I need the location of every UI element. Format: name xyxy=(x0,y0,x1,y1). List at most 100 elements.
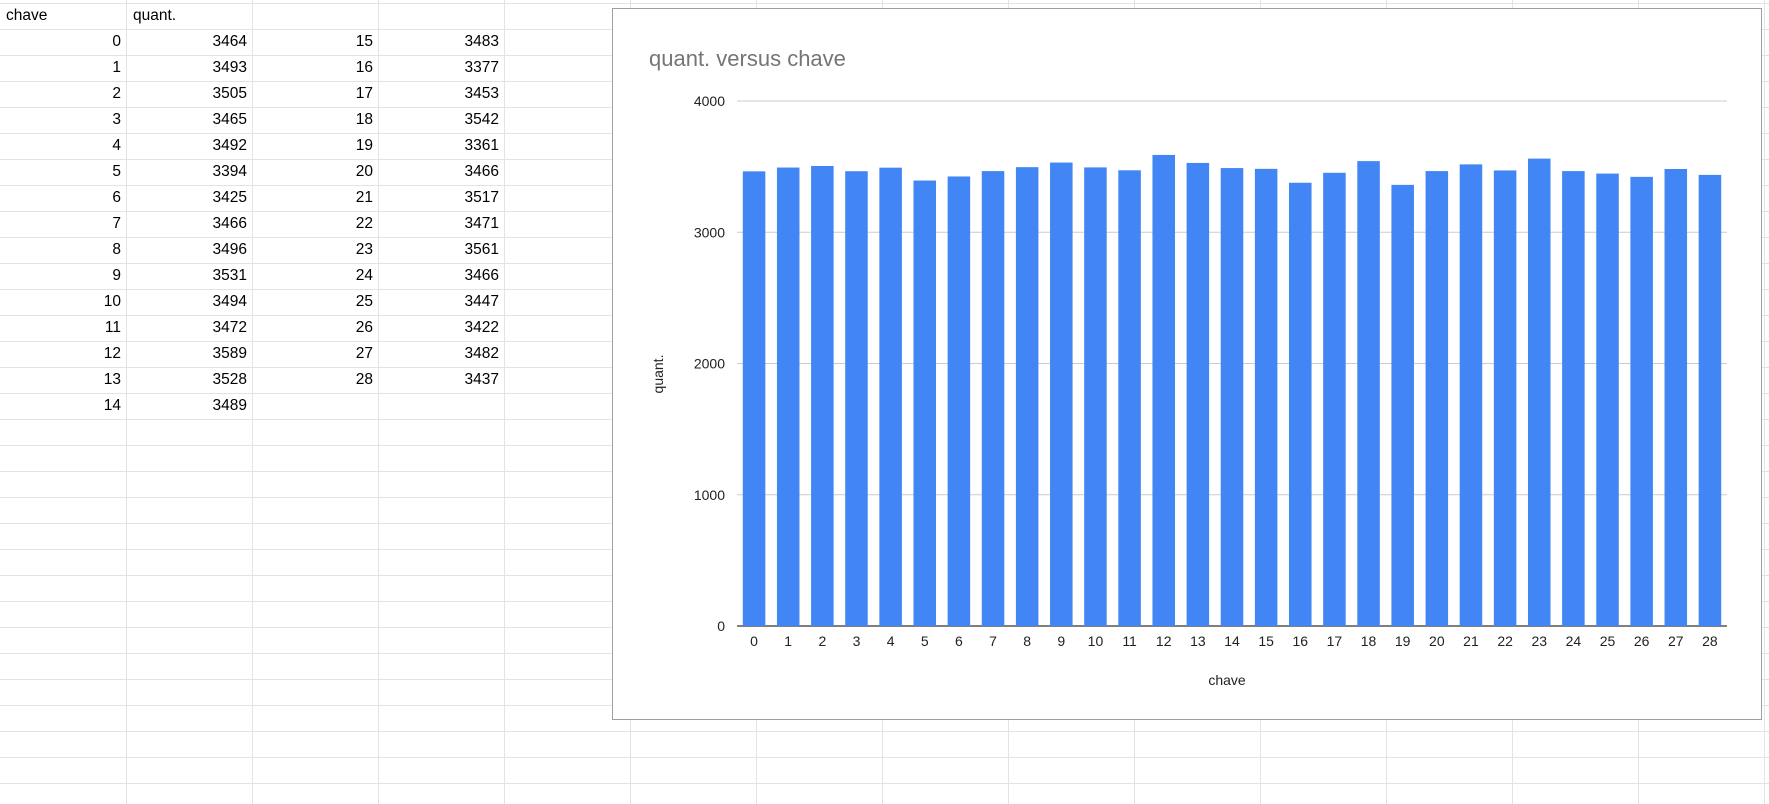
bar[interactable] xyxy=(1459,164,1483,627)
bar[interactable] xyxy=(1527,158,1551,626)
cell-chave[interactable]: 10 xyxy=(103,293,121,310)
header-cell-quant[interactable]: quant. xyxy=(133,7,177,24)
cell-quant[interactable]: 3464 xyxy=(212,33,247,50)
y-tick-label: 4000 xyxy=(694,93,725,109)
cell-quant[interactable]: 3561 xyxy=(464,241,499,258)
bar[interactable] xyxy=(1562,171,1585,626)
cell-quant[interactable]: 3489 xyxy=(212,397,247,414)
cell-quant[interactable]: 3517 xyxy=(464,189,499,206)
chart-gridlines xyxy=(737,100,1727,627)
cell-quant[interactable]: 3422 xyxy=(464,319,499,336)
cell-quant[interactable]: 3494 xyxy=(212,293,247,310)
cell-quant[interactable]: 3394 xyxy=(212,163,247,180)
bar[interactable] xyxy=(811,165,834,626)
bar[interactable] xyxy=(947,176,971,626)
y-tick-label: 3000 xyxy=(694,224,725,240)
cell-quant[interactable]: 3471 xyxy=(464,215,499,232)
cell-chave[interactable]: 13 xyxy=(103,371,121,388)
bar[interactable] xyxy=(845,171,868,626)
cell-chave[interactable]: 6 xyxy=(112,189,121,206)
x-tick-label: 15 xyxy=(1258,633,1274,649)
cell-quant[interactable]: 3589 xyxy=(212,345,247,362)
bar[interactable] xyxy=(1596,173,1619,627)
bar[interactable] xyxy=(1289,182,1312,627)
cell-quant[interactable]: 3453 xyxy=(464,85,499,102)
cell-chave[interactable]: 15 xyxy=(355,33,373,50)
bar[interactable] xyxy=(1254,168,1278,626)
cell-chave[interactable]: 22 xyxy=(355,215,373,232)
cell-quant[interactable]: 3447 xyxy=(464,293,499,310)
bar[interactable] xyxy=(1084,167,1107,626)
bar[interactable] xyxy=(1152,154,1175,626)
cell-chave[interactable]: 27 xyxy=(355,345,373,362)
x-tick-label: 4 xyxy=(887,633,895,649)
cell-chave[interactable]: 7 xyxy=(112,215,121,232)
bar[interactable] xyxy=(1630,176,1653,627)
bar[interactable] xyxy=(1391,184,1414,626)
cell-chave[interactable]: 19 xyxy=(355,137,373,154)
cell-quant[interactable]: 3505 xyxy=(212,85,247,102)
bar[interactable] xyxy=(776,167,800,626)
bar[interactable] xyxy=(879,167,902,627)
cell-chave[interactable]: 8 xyxy=(112,241,121,258)
bar[interactable] xyxy=(1664,168,1688,627)
cell-quant[interactable]: 3482 xyxy=(464,345,499,362)
x-tick-label: 10 xyxy=(1088,633,1104,649)
bar[interactable] xyxy=(1220,168,1244,626)
column-gridline xyxy=(126,0,127,804)
cell-quant[interactable]: 3437 xyxy=(464,371,499,388)
cell-quant[interactable]: 3483 xyxy=(464,33,499,50)
cell-chave[interactable]: 24 xyxy=(355,267,373,284)
cell-chave[interactable]: 21 xyxy=(355,189,373,206)
cell-chave[interactable]: 14 xyxy=(103,397,121,414)
cell-chave[interactable]: 23 xyxy=(355,241,373,258)
cell-chave[interactable]: 2 xyxy=(112,85,121,102)
cell-chave[interactable]: 17 xyxy=(355,85,373,102)
bar[interactable] xyxy=(742,171,766,626)
cell-quant[interactable]: 3361 xyxy=(464,137,499,154)
cell-chave[interactable]: 25 xyxy=(355,293,373,310)
cell-chave[interactable]: 16 xyxy=(355,59,373,76)
cell-chave[interactable]: 26 xyxy=(355,319,373,336)
bar[interactable] xyxy=(1186,162,1210,626)
cell-chave[interactable]: 3 xyxy=(112,111,121,128)
cell-quant[interactable]: 3492 xyxy=(212,137,247,154)
x-tick-label: 8 xyxy=(1023,633,1031,649)
cell-quant[interactable]: 3472 xyxy=(212,319,247,336)
cell-chave[interactable]: 9 xyxy=(112,267,121,284)
cell-quant[interactable]: 3465 xyxy=(212,111,247,128)
cell-quant[interactable]: 3528 xyxy=(212,371,247,388)
cell-quant[interactable]: 3542 xyxy=(464,111,499,128)
cell-quant[interactable]: 3466 xyxy=(464,163,499,180)
bar[interactable] xyxy=(913,180,937,626)
cell-chave[interactable]: 28 xyxy=(355,371,373,388)
chart-frame[interactable]: quant. versus chave 0 1 2 3 4 5 6 7 8 9 10 11 12 13 14… xyxy=(612,8,1762,720)
bar[interactable] xyxy=(1015,167,1039,626)
bar[interactable] xyxy=(1357,161,1380,627)
cell-quant[interactable]: 3531 xyxy=(212,267,247,284)
cell-quant[interactable]: 3496 xyxy=(212,241,247,258)
bar[interactable] xyxy=(1118,170,1141,627)
cell-chave[interactable]: 4 xyxy=(112,137,121,154)
cell-chave[interactable]: 5 xyxy=(112,163,121,180)
cell-quant[interactable]: 3493 xyxy=(212,59,247,76)
cell-chave[interactable]: 20 xyxy=(355,163,373,180)
cell-quant[interactable]: 3466 xyxy=(212,215,247,232)
cell-chave[interactable]: 18 xyxy=(355,111,373,128)
bar[interactable] xyxy=(1698,174,1722,627)
bar[interactable] xyxy=(1050,162,1073,626)
cell-chave[interactable]: 0 xyxy=(112,33,121,50)
cell-quant[interactable]: 3377 xyxy=(464,59,499,76)
bar[interactable] xyxy=(1425,171,1449,626)
cell-chave[interactable]: 1 xyxy=(112,59,121,76)
bar[interactable] xyxy=(1323,172,1346,626)
header-cell-chave[interactable]: chave xyxy=(6,7,48,24)
cell-quant[interactable]: 3466 xyxy=(464,267,499,284)
bar[interactable] xyxy=(1493,170,1517,626)
bar[interactable] xyxy=(981,171,1005,626)
x-tick-label: 5 xyxy=(921,633,929,649)
cell-quant[interactable]: 3425 xyxy=(212,189,247,206)
cell-chave[interactable]: 12 xyxy=(103,345,121,362)
cell-chave[interactable]: 11 xyxy=(104,319,121,336)
